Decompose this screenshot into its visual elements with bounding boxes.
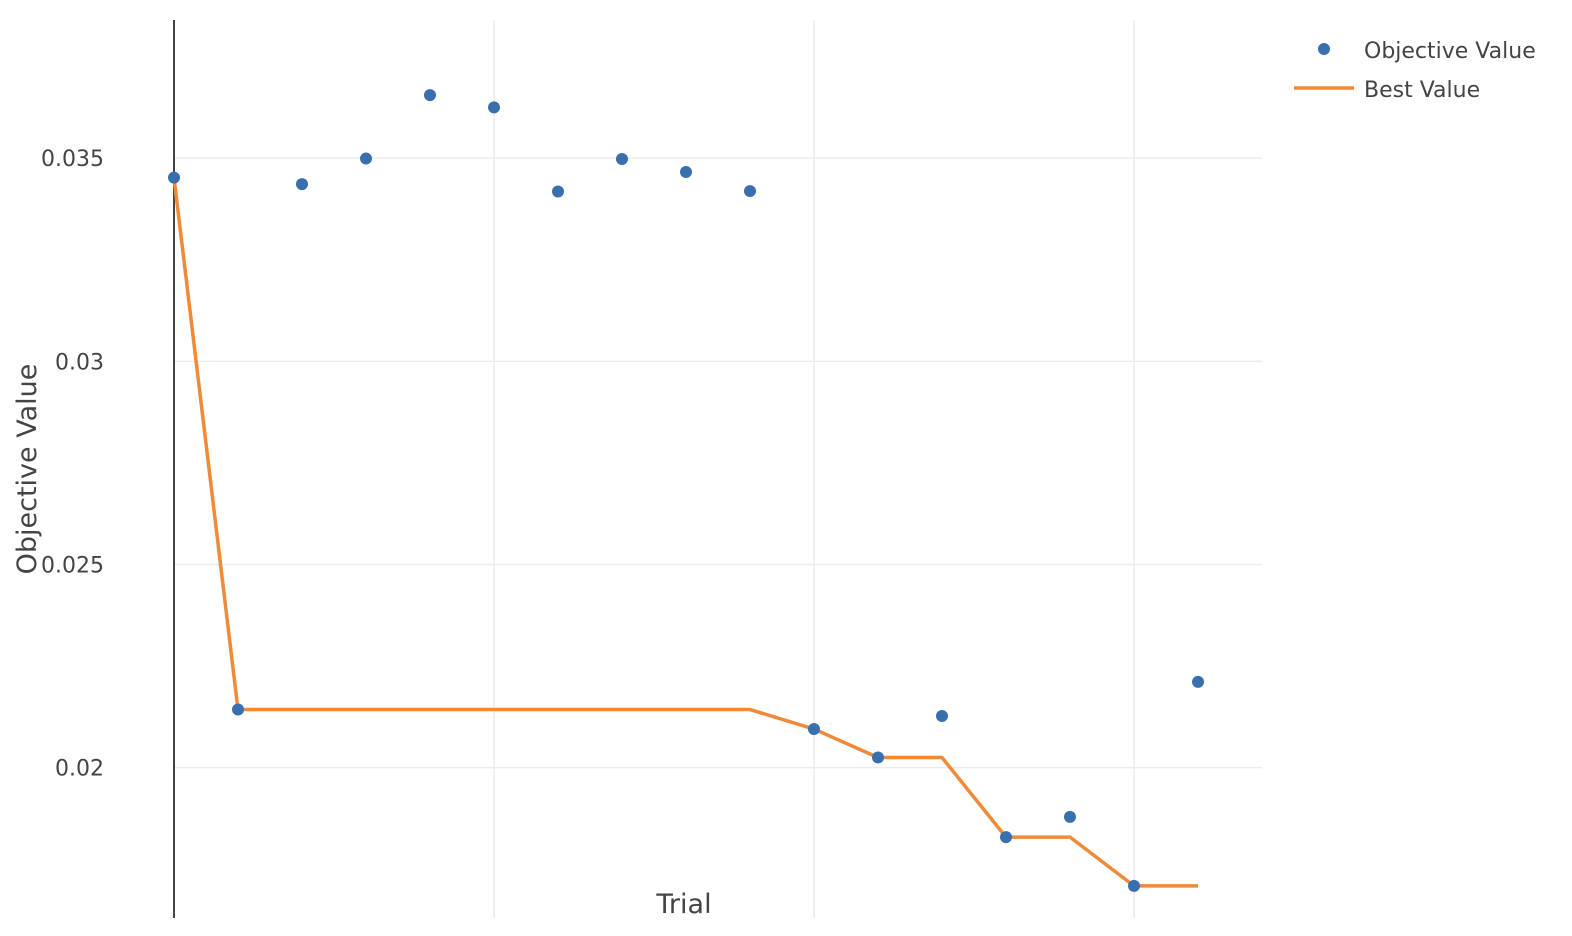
y-axis-title: Objective Value <box>12 364 43 575</box>
objective-value-point[interactable] <box>936 710 948 723</box>
objective-value-point[interactable] <box>1128 879 1140 892</box>
y-tick-label: 0.02 <box>55 757 104 782</box>
best-value-series <box>172 177 1198 888</box>
legend-item-best-value[interactable]: Best Value <box>1294 78 1480 103</box>
objective-value-point[interactable] <box>872 751 884 764</box>
objective-value-point[interactable] <box>168 171 180 184</box>
legend-marker-objective-value <box>1318 43 1330 55</box>
objective-value-point[interactable] <box>616 152 628 165</box>
objective-value-series <box>168 89 1204 892</box>
objective-value-point[interactable] <box>296 178 308 191</box>
legend-item-objective-value[interactable]: Objective Value <box>1318 39 1536 64</box>
x-axis-title: Trial <box>655 889 711 920</box>
objective-value-point[interactable] <box>488 101 500 114</box>
best-value-line <box>172 177 1198 888</box>
objective-value-point[interactable] <box>1000 831 1012 844</box>
objective-value-point[interactable] <box>360 152 372 165</box>
y-tick-label: 0.025 <box>41 553 104 578</box>
objective-value-point[interactable] <box>680 165 692 178</box>
y-axis-ticks: 0.02 0.025 0.03 0.035 <box>41 147 104 782</box>
objective-value-point[interactable] <box>1064 810 1076 823</box>
y-tick-label: 0.03 <box>55 350 104 375</box>
legend-label-best-value: Best Value <box>1364 78 1480 103</box>
objective-value-point[interactable] <box>1192 675 1204 688</box>
objective-value-point[interactable] <box>808 723 820 736</box>
legend-label-objective-value: Objective Value <box>1364 39 1536 64</box>
legend[interactable]: Objective Value Best Value <box>1294 39 1536 103</box>
objective-value-point[interactable] <box>744 185 756 198</box>
y-tick-label: 0.035 <box>41 147 104 172</box>
objective-value-point[interactable] <box>232 703 244 716</box>
objective-value-point[interactable] <box>424 89 436 102</box>
objective-value-point[interactable] <box>552 185 564 198</box>
grid <box>174 20 1262 918</box>
